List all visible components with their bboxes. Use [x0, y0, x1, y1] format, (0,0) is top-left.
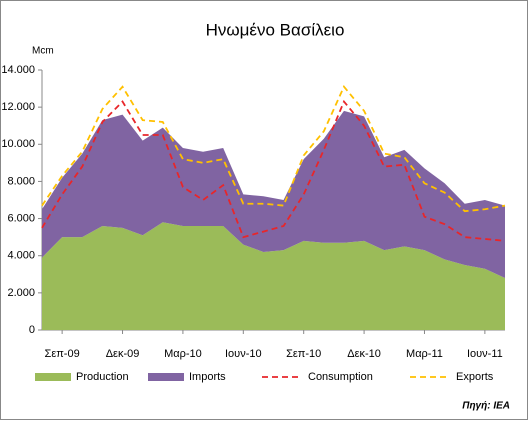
legend-label: Production: [76, 371, 129, 383]
area: [42, 222, 505, 330]
legend-label: Imports: [189, 371, 226, 383]
chart-title: Ηνωμένο Βασίλειο: [206, 20, 345, 39]
y-tick-label: 2.000: [7, 287, 35, 299]
y-axis-label: Mcm: [32, 46, 54, 57]
legend-swatch: [35, 373, 71, 381]
y-tick-label: 4.000: [7, 250, 35, 262]
source: Πηγή: IEA: [462, 401, 510, 412]
y-tick-label: 8.000: [7, 175, 35, 187]
line: [41, 99, 506, 242]
y-tick-label: 0: [29, 324, 35, 336]
legend-label: Exports: [456, 371, 494, 383]
x-tick-label: Σεπ-10: [286, 348, 321, 360]
y-tick-label: 12.000: [1, 101, 35, 113]
x-tick-label: Δεκ-09: [106, 348, 140, 360]
y-tick-label: 14.000: [1, 64, 35, 76]
y-tick-label: 10.000: [1, 138, 35, 150]
x-tick-label: Ιουν-11: [467, 348, 503, 360]
x-tick-label: Μαρ-10: [164, 348, 202, 360]
x-tick-label: Σεπ-09: [45, 348, 80, 360]
area: [42, 110, 505, 278]
x-tick-label: Ιουν-10: [225, 348, 262, 360]
legend-label: Consumption: [308, 371, 373, 383]
x-tick-label: Δεκ-10: [347, 348, 381, 360]
y-tick-label: 6.000: [7, 212, 35, 224]
legend-swatch: [148, 373, 184, 381]
x-tick-label: Μαρ-11: [406, 348, 443, 360]
